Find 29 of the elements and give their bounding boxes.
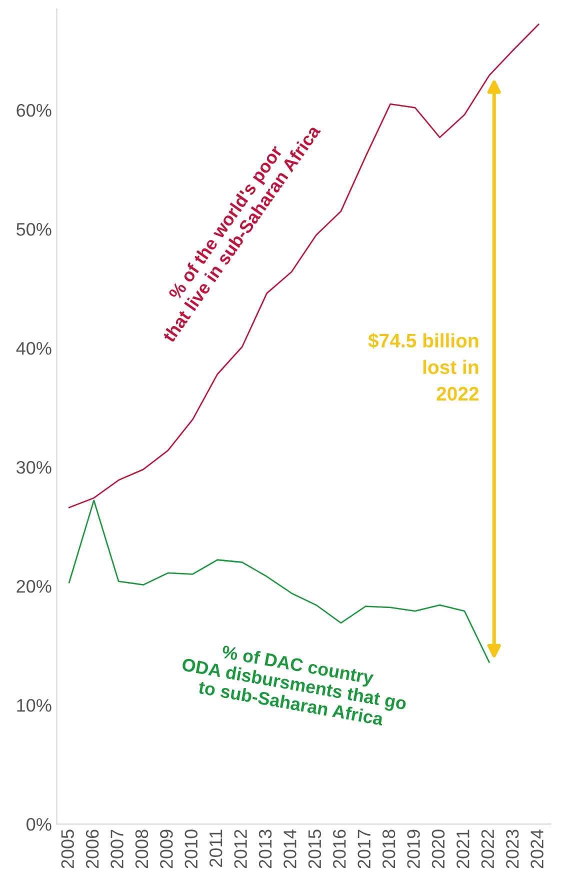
x-tick-label: 2021 bbox=[456, 830, 470, 868]
x-tick-label: 2014 bbox=[284, 829, 296, 868]
y-tick-label: 30% bbox=[16, 460, 52, 474]
x-tick-label: 2006 bbox=[86, 830, 99, 868]
y-tick-label: 0% bbox=[26, 818, 52, 831]
x-tick-label: 2018 bbox=[382, 830, 396, 868]
y-tick-label: 50% bbox=[16, 222, 52, 236]
x-tick-label: 2022 bbox=[481, 830, 494, 868]
x-tick-label: 2011 bbox=[209, 830, 222, 867]
y-tick-label: 10% bbox=[17, 698, 52, 712]
x-tick-label: 2019 bbox=[407, 830, 420, 868]
x-tick-label: 2005 bbox=[61, 830, 74, 868]
y-tick-label: 60% bbox=[16, 104, 52, 117]
x-tick-label: 2007 bbox=[110, 830, 124, 868]
x-tick-label: 2013 bbox=[258, 830, 272, 868]
x-tick-label: 2015 bbox=[308, 830, 322, 868]
x-tick-label: 2009 bbox=[160, 830, 173, 868]
x-tick-label: 2016 bbox=[333, 830, 346, 868]
x-tick-label: 2008 bbox=[135, 830, 148, 868]
y-tick-label: 40% bbox=[16, 342, 52, 355]
x-tick-label: 2023 bbox=[506, 830, 519, 868]
x-tick-label: 2010 bbox=[184, 830, 198, 868]
x-tick-label: 2020 bbox=[432, 830, 445, 868]
x-tick-label: 2017 bbox=[358, 830, 370, 868]
y-tick-label: 20% bbox=[16, 580, 52, 593]
line-series bbox=[68, 24, 540, 508]
x-tick-label: 2012 bbox=[234, 830, 247, 868]
x-tick-label: 2024 bbox=[530, 829, 544, 868]
annotation: $74.5 billion lost in 2022 bbox=[368, 332, 479, 401]
